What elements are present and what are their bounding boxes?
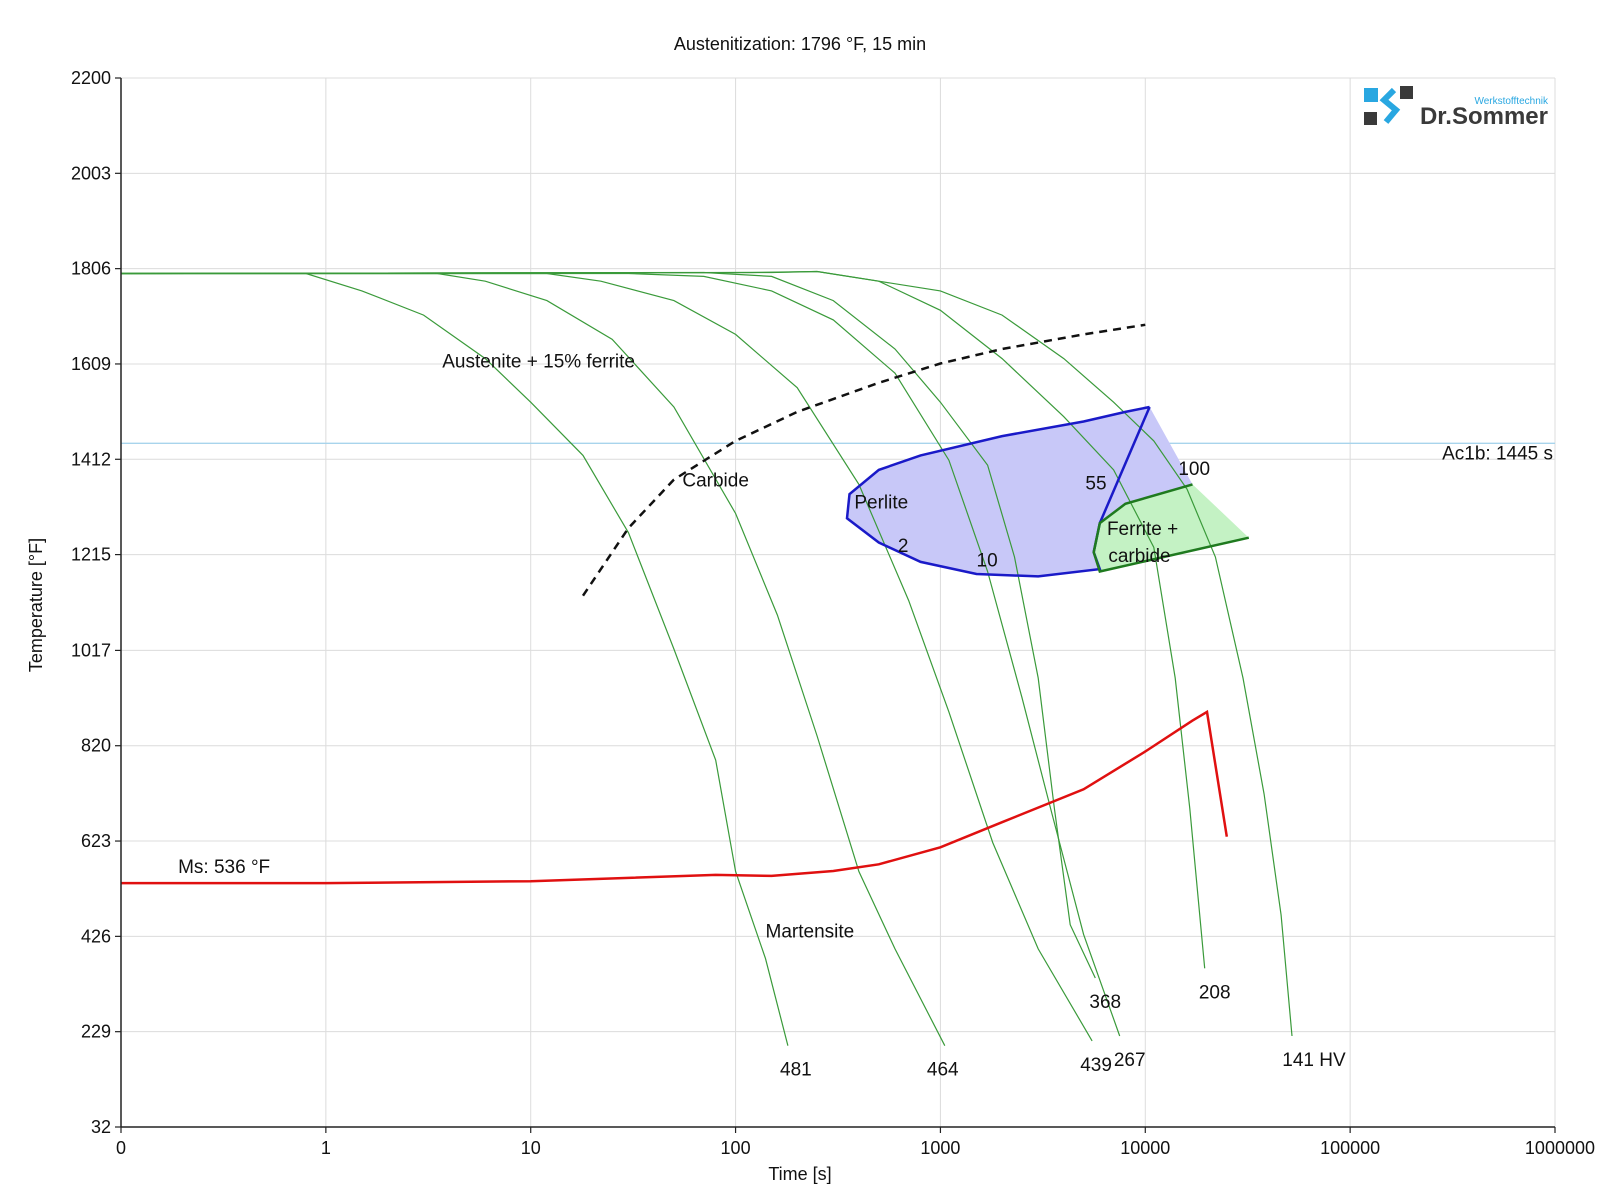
x-tick-label: 100000 <box>1320 1138 1380 1158</box>
logo-square-dark-2 <box>1364 112 1377 125</box>
region-label-carbide: Carbide <box>682 470 749 491</box>
y-tick-label: 426 <box>81 926 111 946</box>
axes: 3222942662382010171215141216091806200322… <box>71 68 1595 1158</box>
hardness-label: 368 <box>1089 992 1121 1013</box>
y-tick-label: 1215 <box>71 545 111 565</box>
percent-label: 55 <box>1085 473 1106 494</box>
carbide-boundary <box>581 323 1146 597</box>
percent-label: 10 <box>977 551 998 572</box>
region-label-ferrite: Ferrite + <box>1107 519 1178 540</box>
cooling-curves <box>120 270 1293 1046</box>
hardness-label: 439 <box>1080 1055 1112 1076</box>
grid <box>120 77 1556 1128</box>
y-tick-label: 32 <box>91 1117 111 1137</box>
x-tick-label: 1000 <box>920 1138 960 1158</box>
labels: 481 464 439 267 368 208 141 HV Austenite + 15% … <box>178 351 1553 1080</box>
logo-brand: Dr.Sommer <box>1420 103 1548 130</box>
logo-square-blue <box>1364 88 1378 102</box>
hardness-label: 464 <box>927 1060 959 1081</box>
ms-curve <box>121 709 1229 885</box>
ferrite-carbide-boundary <box>1092 483 1250 573</box>
cooling-curve-5 <box>120 271 1096 979</box>
x-axis-label: Time [s] <box>768 1164 831 1184</box>
y-tick-label: 2003 <box>71 163 111 183</box>
perlite-region <box>847 407 1193 577</box>
x-tick-label: 1 <box>321 1138 331 1158</box>
y-tick-label: 623 <box>81 831 111 851</box>
cooling-curve-7 <box>120 270 1293 1037</box>
region-label-carbide-2: carbide <box>1108 546 1170 567</box>
x-tick-label: 100 <box>721 1138 751 1158</box>
hardness-label: 267 <box>1114 1050 1146 1071</box>
region-label-austenite: Austenite + 15% ferrite <box>442 351 635 372</box>
y-tick-label: 1806 <box>71 259 111 279</box>
percent-label: 2 <box>898 536 909 557</box>
y-tick-label: 229 <box>81 1022 111 1042</box>
hardness-label: 208 <box>1199 982 1231 1003</box>
cooling-curve-4 <box>121 272 1121 1037</box>
logo-square-dark <box>1400 86 1413 99</box>
y-axis-label: Temperature [°F] <box>26 538 46 672</box>
cooling-curve-3 <box>121 272 1093 1042</box>
hardness-label: 141 HV <box>1282 1050 1346 1071</box>
logo-mark <box>1379 87 1401 124</box>
x-tick-label: 1000000 <box>1525 1138 1595 1158</box>
y-tick-label: 1412 <box>71 449 111 469</box>
x-tick-label: 10 <box>521 1138 541 1158</box>
region-label-martensite: Martensite <box>766 921 855 942</box>
x-tick-label: 10000 <box>1120 1138 1170 1158</box>
hardness-label: 481 <box>780 1060 812 1081</box>
y-tick-label: 820 <box>81 736 111 756</box>
chart-title: Austenitization: 1796 °F, 15 min <box>674 34 926 54</box>
cooling-curve-1 <box>121 272 789 1046</box>
ms-label: Ms: 536 °F <box>178 857 270 878</box>
ac1b-label: Ac1b: 1445 s <box>1442 443 1553 464</box>
y-tick-label: 2200 <box>71 68 111 88</box>
y-tick-label: 1017 <box>71 640 111 660</box>
x-tick-label: 0 <box>116 1138 126 1158</box>
percent-label: 100 <box>1178 459 1210 480</box>
logo-tagline: Werkstofftechnik <box>1474 96 1549 107</box>
logo: Werkstofftechnik Dr.Sommer <box>1364 86 1549 130</box>
y-tick-label: 1609 <box>71 354 111 374</box>
region-label-perlite: Perlite <box>854 493 908 514</box>
